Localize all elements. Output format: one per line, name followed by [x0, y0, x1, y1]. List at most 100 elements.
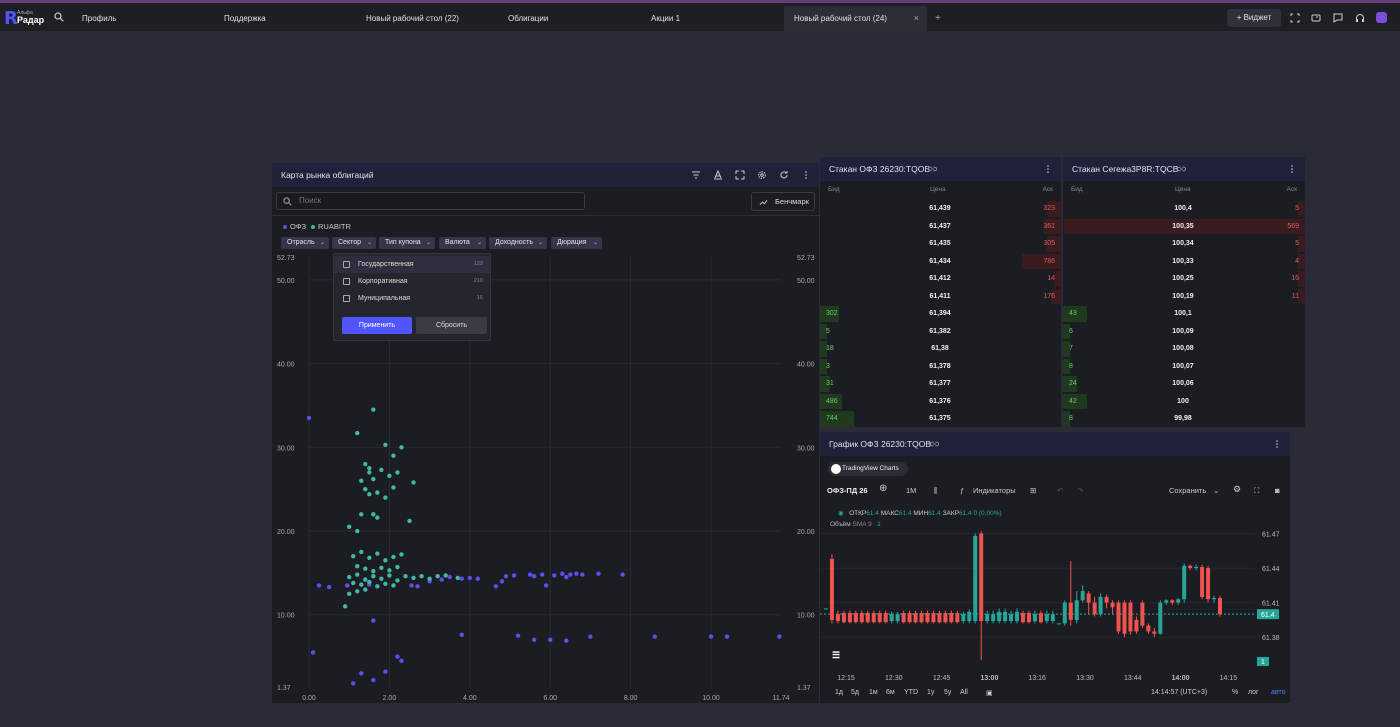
candle[interactable]: [841, 613, 846, 623]
candle[interactable]: [943, 613, 948, 623]
order-book-row[interactable]: 744 61,375: [820, 410, 1061, 428]
tab-stocks-1[interactable]: Акции 1: [651, 14, 681, 23]
legend-ofz[interactable]: ОФЗ: [283, 222, 306, 231]
scatter-point[interactable]: [359, 549, 364, 555]
candle[interactable]: [1182, 565, 1187, 600]
order-book-row[interactable]: 7 100,08: [1063, 340, 1305, 358]
log-toggle[interactable]: лог: [1248, 689, 1259, 696]
scatter-point[interactable]: [359, 582, 364, 587]
candle[interactable]: [1003, 611, 1008, 622]
candle[interactable]: [1146, 625, 1151, 632]
gear-icon[interactable]: ⚙: [1233, 484, 1242, 494]
scatter-point[interactable]: [552, 573, 557, 578]
link-icon[interactable]: [928, 164, 937, 174]
checkbox[interactable]: [343, 295, 350, 302]
order-book-row[interactable]: 8 100,07: [1063, 358, 1305, 376]
bond-search-input[interactable]: Поиск: [276, 192, 585, 210]
chevron-down-icon[interactable]: ⌄: [1213, 486, 1220, 495]
candle[interactable]: [824, 608, 828, 610]
candle[interactable]: [1080, 591, 1085, 601]
scatter-point[interactable]: [383, 558, 388, 563]
candle[interactable]: [997, 611, 1002, 622]
candle[interactable]: [883, 613, 888, 623]
scatter-point[interactable]: [359, 478, 364, 483]
sector-option-corporate[interactable]: Корпоративная 210: [334, 273, 490, 290]
scatter-point[interactable]: [383, 669, 388, 674]
scatter-point[interactable]: [347, 524, 352, 530]
scatter-point[interactable]: [371, 476, 376, 482]
scatter-point[interactable]: [395, 470, 400, 475]
scatter-point[interactable]: [411, 575, 416, 581]
scatter-point[interactable]: [455, 575, 460, 581]
candle[interactable]: [973, 535, 978, 622]
scatter-point[interactable]: [531, 574, 537, 579]
scatter-point[interactable]: [375, 551, 380, 556]
percent-toggle[interactable]: %: [1232, 689, 1239, 696]
scatter-point[interactable]: [387, 573, 392, 578]
tab-desktop-24[interactable]: Новый рабочий стол (24) ×: [784, 6, 927, 31]
scatter-point[interactable]: [395, 564, 400, 570]
scatter-point[interactable]: [375, 490, 380, 495]
candle[interactable]: [1009, 614, 1014, 622]
scatter-point[interactable]: [411, 480, 416, 485]
order-book-row[interactable]: 100,4 5: [1063, 200, 1305, 218]
order-book-row[interactable]: 18 61,38: [820, 340, 1061, 358]
refresh-icon[interactable]: [779, 170, 789, 180]
range-ytd[interactable]: YTD: [904, 689, 918, 696]
scatter-point[interactable]: [371, 569, 376, 574]
filter-industry[interactable]: Отрасль ⌄: [281, 237, 329, 249]
scatter-point[interactable]: [539, 572, 545, 577]
scatter-point[interactable]: [580, 572, 585, 577]
filter-duration[interactable]: Дюрация ⌄: [551, 237, 602, 249]
text-icon[interactable]: [713, 170, 723, 180]
more-icon[interactable]: [1287, 164, 1297, 174]
order-book-row[interactable]: 5 61,382: [820, 323, 1061, 341]
scatter-point[interactable]: [399, 658, 404, 663]
scatter-point[interactable]: [367, 579, 372, 585]
scatter-point[interactable]: [395, 654, 400, 659]
order-book-row[interactable]: 42 100: [1063, 393, 1305, 411]
tab-support[interactable]: Поддержка: [224, 14, 266, 23]
scatter-point[interactable]: [467, 575, 473, 581]
order-book-row[interactable]: 61,412 14: [820, 270, 1061, 288]
legend-ruabitr[interactable]: RUABITR: [311, 222, 351, 231]
scatter-point[interactable]: [316, 583, 322, 588]
scatter-point[interactable]: [515, 633, 521, 638]
scatter-point[interactable]: [399, 445, 404, 450]
add-widget-button[interactable]: + Виджет: [1227, 9, 1281, 27]
candle[interactable]: [835, 614, 840, 622]
tab-desktop-22[interactable]: Новый рабочий стол (22): [366, 14, 459, 23]
scatter-point[interactable]: [326, 584, 332, 590]
scatter-point[interactable]: [351, 553, 356, 559]
scatter-point[interactable]: [367, 470, 372, 475]
candle[interactable]: [955, 613, 960, 623]
scatter-point[interactable]: [531, 637, 537, 643]
auto-toggle[interactable]: авто: [1271, 689, 1286, 696]
candle[interactable]: [913, 613, 918, 623]
scatter-point[interactable]: [306, 415, 312, 421]
scatter-point[interactable]: [371, 512, 376, 517]
candle[interactable]: [1026, 613, 1031, 623]
link-icon[interactable]: [1177, 164, 1186, 174]
more-icon[interactable]: [1043, 164, 1053, 174]
scatter-point[interactable]: [443, 573, 448, 578]
order-book-row[interactable]: 31 61,377: [820, 375, 1061, 393]
order-book-row[interactable]: 3 61,378: [820, 358, 1061, 376]
checkbox[interactable]: [343, 261, 350, 268]
redo-icon[interactable]: ↷: [1077, 486, 1084, 495]
candle[interactable]: [1152, 631, 1157, 634]
candle[interactable]: [949, 613, 954, 623]
order-book-row[interactable]: 486 61,376: [820, 393, 1061, 411]
scatter-point[interactable]: [588, 634, 593, 639]
scatter-point[interactable]: [375, 515, 380, 520]
candle[interactable]: [1212, 598, 1217, 600]
add-symbol-icon[interactable]: ⊕: [879, 483, 888, 494]
candle[interactable]: [1188, 565, 1193, 569]
scatter-point[interactable]: [415, 584, 420, 589]
tradingview-toggle[interactable]: TradingView Charts: [828, 462, 908, 476]
checkbox[interactable]: [343, 278, 350, 285]
candle[interactable]: [1092, 602, 1097, 615]
tab-profile[interactable]: Профиль: [82, 14, 117, 23]
range-all[interactable]: All: [960, 689, 968, 696]
candle[interactable]: [1122, 602, 1127, 634]
